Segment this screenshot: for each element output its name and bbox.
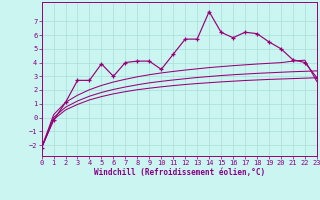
X-axis label: Windchill (Refroidissement éolien,°C): Windchill (Refroidissement éolien,°C) (94, 168, 265, 177)
